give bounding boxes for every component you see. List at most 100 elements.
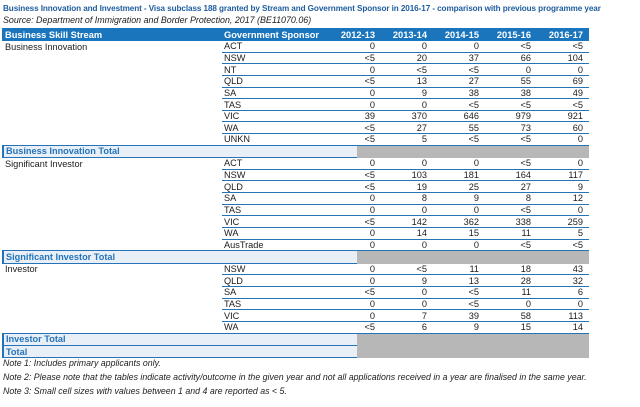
suppressed-total-cells [357,345,589,359]
stream-cell [2,299,222,311]
value-cell: 0 [421,41,427,52]
value-cell: 979 [515,111,531,122]
header-government-sponsor: Government Sponsor [224,29,320,40]
value-cell: 0 [369,298,375,309]
value-cell: 921 [567,111,583,122]
row-values: TAS 0 0 <5 <5 <5 [222,99,589,111]
value-cell: 0 [369,275,375,286]
value-cell: 39 [468,310,479,321]
value-cell: <5 [468,64,479,75]
stream-cell [2,88,222,100]
table-row: QLD <5 19 25 27 9 [2,181,589,194]
stream-cell [2,99,222,111]
value-cell: 0 [369,193,375,204]
table-row: Investor NSW 0 <5 11 18 43 [2,264,589,276]
value-cell: 0 [473,158,479,169]
stream-cell [2,216,222,228]
note-1: Note 1: Includes primary applicants only… [3,358,161,368]
sponsor-cell: SA [224,193,237,204]
value-cell: 55 [468,122,479,133]
row-values: QLD <5 19 25 27 9 [222,181,589,194]
value-cell: 370 [411,111,427,122]
stream-cell [2,228,222,240]
value-cell: 0 [421,158,427,169]
row-values: WA 0 14 15 11 5 [222,228,589,240]
value-cell: <5 [572,41,583,52]
value-cell: 164 [515,170,531,181]
value-cell: <5 [364,122,375,133]
suppressed-total-cells [357,333,589,346]
stream-cell: Business Innovation [5,41,88,52]
value-cell: 259 [567,216,583,227]
value-cell: 0 [473,41,479,52]
suppressed-total-cells [357,145,589,159]
value-cell: 338 [515,216,531,227]
sponsor-cell: QLD [224,76,243,87]
value-cell: 60 [572,122,583,133]
value-cell: <5 [364,181,375,192]
value-cell: 5 [577,228,583,239]
header-2014-15: 2014-15 [444,29,479,40]
row-values: AusTrade 0 0 0 <5 <5 [222,240,589,252]
value-cell: 0 [577,298,583,309]
source-line: Source: Department of Immigration and Bo… [3,14,312,25]
table-row: SA <5 0 <5 11 6 [2,287,589,299]
sponsor-cell: TAS [224,298,242,309]
header-2016-17: 2016-17 [548,29,583,40]
row-values: NT 0 <5 <5 0 0 [222,64,589,76]
sponsor-cell: ACT [224,41,243,52]
value-cell: 37 [468,52,479,63]
stream-cell: Investor [5,264,38,275]
stream-cell [2,111,222,123]
value-cell: 27 [416,122,427,133]
value-cell: 20 [416,52,427,63]
sponsor-cell: TAS [224,205,242,216]
sponsor-cell: SA [224,287,237,298]
value-cell: 7 [421,310,427,321]
row-values: NSW <5 20 37 66 104 [222,53,589,65]
table-row: WA <5 27 55 73 60 [2,122,589,135]
section-total-row: Significant Investor Total [2,251,589,264]
value-cell: 0 [473,239,479,250]
sponsor-cell: VIC [224,310,240,321]
row-values: SA <5 0 <5 11 6 [222,287,589,299]
value-cell: 104 [567,52,583,63]
value-cell: 9 [473,322,479,333]
sponsor-cell: QLD [224,275,243,286]
table-row: Business Innovation ACT 0 0 0 <5 <5 [2,41,589,53]
sponsor-cell: SA [224,87,237,98]
value-cell: <5 [364,216,375,227]
value-cell: 15 [468,228,479,239]
value-cell: 8 [525,193,531,204]
value-cell: 12 [572,193,583,204]
value-cell: <5 [520,99,531,110]
value-cell: <5 [468,287,479,298]
row-values: NSW 0 <5 11 18 43 [222,264,589,276]
value-cell: 8 [421,193,427,204]
value-cell: 28 [520,275,531,286]
sponsor-cell: WA [224,122,239,133]
value-cell: 14 [572,322,583,333]
value-cell: 39 [364,111,375,122]
value-cell: 181 [463,170,479,181]
row-values: QLD 0 9 13 28 32 [222,275,589,287]
table-row: TAS 0 0 <5 <5 <5 [2,99,589,111]
sponsor-cell: TAS [224,99,242,110]
table-row: NSW <5 103 181 164 117 [2,170,589,182]
stream-cell [2,275,222,287]
value-cell: 362 [463,216,479,227]
value-cell: 646 [463,111,479,122]
row-values: TAS 0 0 0 <5 0 [222,205,589,217]
row-values: ACT 0 0 0 <5 <5 [222,41,589,53]
value-cell: 142 [411,216,427,227]
table-row: NSW <5 20 37 66 104 [2,53,589,65]
value-cell: 103 [411,170,427,181]
table-row: WA 0 14 15 11 5 [2,228,589,240]
row-values: QLD <5 13 27 55 69 [222,76,589,88]
value-cell: 6 [421,322,427,333]
value-cell: 0 [421,298,427,309]
stream-cell [2,122,222,134]
row-values: TAS 0 0 <5 0 0 [222,299,589,311]
table-body: Business Innovation ACT 0 0 0 <5 <5 NSW <5 20 37 66… [2,41,589,359]
value-cell: 11 [469,263,479,274]
